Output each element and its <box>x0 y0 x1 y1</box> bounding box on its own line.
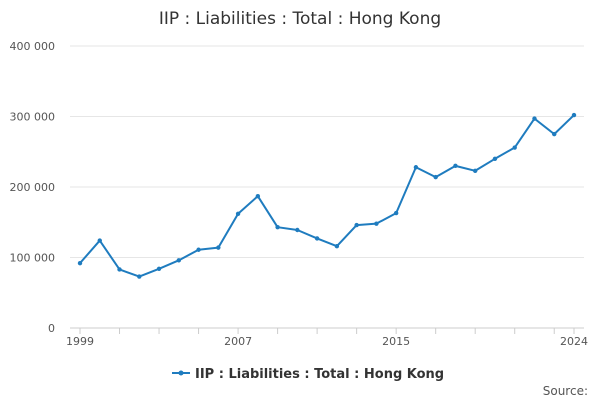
data-point[interactable] <box>77 260 83 266</box>
chart-title: IIP : Liabilities : Total : Hong Kong <box>159 9 441 29</box>
x-tick-label: 2007 <box>224 335 252 348</box>
data-point[interactable] <box>156 266 162 271</box>
data-point[interactable] <box>196 247 201 252</box>
data-point[interactable] <box>492 156 498 161</box>
data-point[interactable] <box>374 221 379 226</box>
data-point[interactable] <box>393 210 399 216</box>
x-axis: 1999 2007 2015 2024 <box>66 327 588 348</box>
data-point[interactable] <box>176 258 181 263</box>
series-line[interactable] <box>79 114 575 278</box>
data-point[interactable] <box>354 222 359 228</box>
y-tick-label: 400 000 <box>10 40 56 53</box>
legend[interactable]: IIP : Liabilities : Total : Hong Kong <box>172 367 444 382</box>
data-point[interactable] <box>314 236 320 241</box>
series-layer <box>77 112 577 279</box>
data-point[interactable] <box>552 131 557 137</box>
data-point[interactable] <box>413 165 419 170</box>
data-point[interactable] <box>532 116 537 121</box>
data-point[interactable] <box>275 224 280 230</box>
y-tick-label: 200 000 <box>10 181 56 194</box>
y-tick-label: 300 000 <box>10 111 56 124</box>
data-point[interactable] <box>453 163 458 169</box>
legend-swatch-marker <box>178 370 184 376</box>
data-point[interactable] <box>216 245 221 250</box>
data-point[interactable] <box>117 267 122 272</box>
data-point[interactable] <box>235 211 241 216</box>
data-point[interactable] <box>512 145 517 150</box>
legend-label: IIP : Liabilities : Total : Hong Kong <box>195 367 444 382</box>
data-point[interactable] <box>571 112 577 118</box>
gridlines <box>70 45 584 258</box>
x-tick-label: 2015 <box>382 335 410 348</box>
data-point[interactable] <box>334 244 340 249</box>
source-label[interactable]: Source: <box>543 384 588 398</box>
y-tick-label: 100 000 <box>10 252 56 265</box>
y-tick-label: 0 <box>48 322 55 335</box>
data-point[interactable] <box>473 168 478 173</box>
x-tick-label: 2024 <box>560 335 588 348</box>
data-point[interactable] <box>255 193 261 199</box>
data-point[interactable] <box>137 274 142 279</box>
data-point[interactable] <box>295 227 300 233</box>
data-point[interactable] <box>97 238 102 243</box>
y-axis-ticks: 0 100 000 200 000 300 000 400 000 <box>10 40 56 335</box>
x-tick-label: 1999 <box>66 335 94 348</box>
data-point[interactable] <box>433 174 438 180</box>
